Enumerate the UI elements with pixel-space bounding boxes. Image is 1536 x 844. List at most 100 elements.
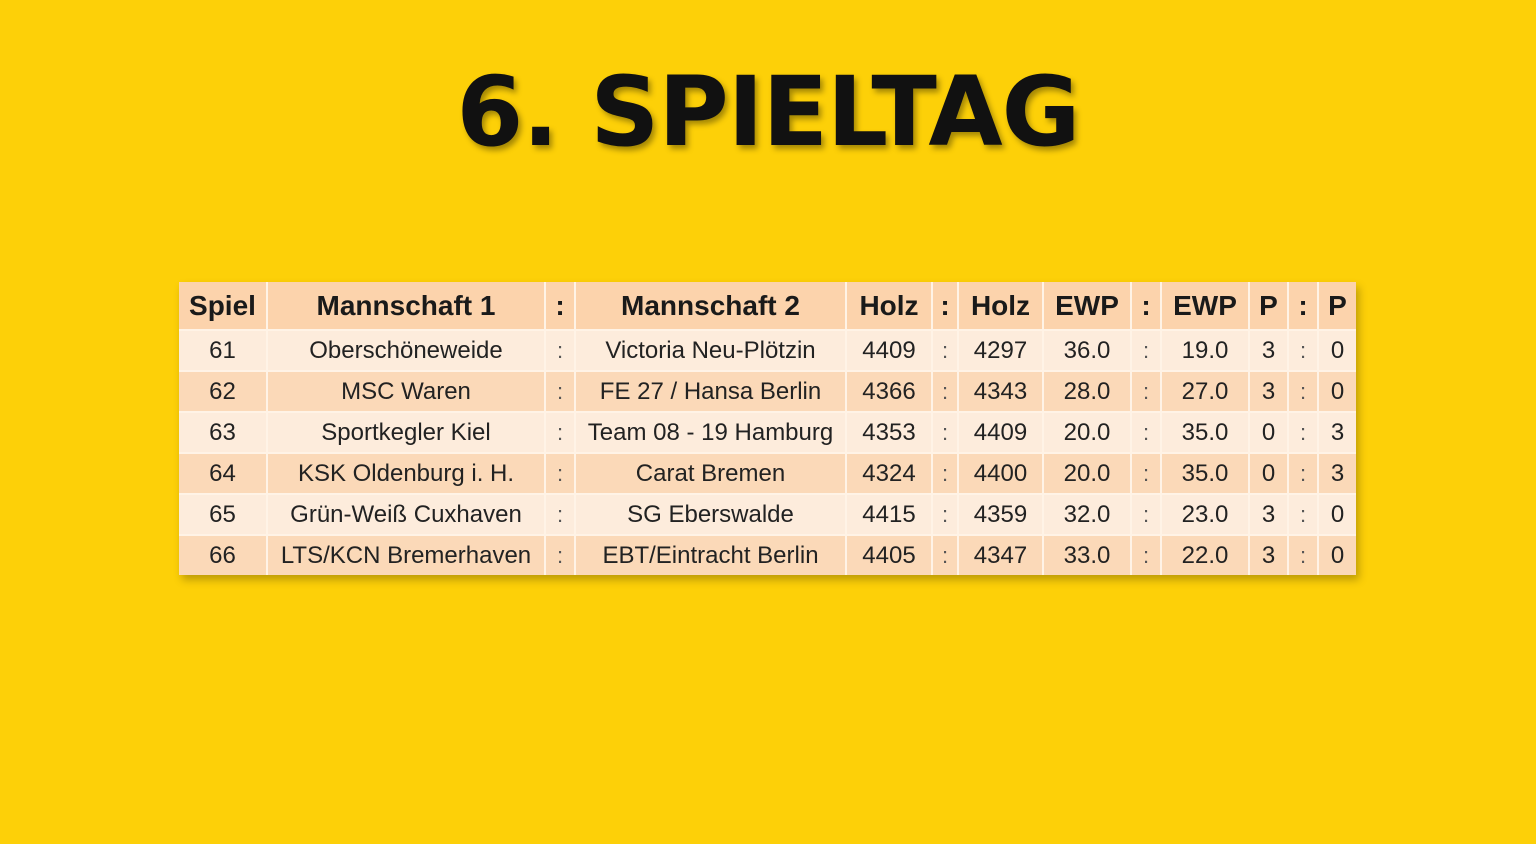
cell-sep: : bbox=[544, 370, 576, 413]
cell-sep: : bbox=[544, 452, 576, 495]
cell-p1: 3 bbox=[1248, 370, 1289, 413]
cell-sep: : bbox=[1287, 452, 1319, 495]
cell-team2: SG Eberswalde bbox=[574, 493, 847, 536]
table-row: 63 Sportkegler Kiel: Team 08 - 19 Hamburg 4… bbox=[179, 411, 1356, 454]
cell-p2: 0 bbox=[1317, 493, 1356, 536]
cell-ewp1: 32.0 bbox=[1042, 493, 1132, 536]
cell-spiel: 65 bbox=[179, 493, 268, 536]
cell-holz1: 4409 bbox=[845, 329, 933, 372]
cell-ewp1: 33.0 bbox=[1042, 534, 1132, 575]
cell-sep: : bbox=[931, 534, 959, 575]
cell-p2: 0 bbox=[1317, 329, 1356, 372]
cell-sep: : bbox=[1287, 329, 1319, 372]
table-row: 65 Grün-Weiß Cuxhaven: SG Eberswalde 4415:4… bbox=[179, 493, 1356, 536]
cell-team1: Oberschöneweide bbox=[266, 329, 546, 372]
page-title: 6. SPIELTAG bbox=[456, 56, 1081, 168]
header-spiel: Spiel bbox=[179, 282, 268, 331]
cell-ewp2: 19.0 bbox=[1160, 329, 1250, 372]
cell-team2: Victoria Neu-Plötzin bbox=[574, 329, 847, 372]
cell-holz2: 4359 bbox=[957, 493, 1044, 536]
cell-sep: : bbox=[544, 411, 576, 454]
table-row: 64 KSK Oldenburg i. H.: Carat Bremen 4324:4… bbox=[179, 452, 1356, 495]
cell-sep: : bbox=[931, 452, 959, 495]
cell-holz1: 4415 bbox=[845, 493, 933, 536]
cell-sep: : bbox=[1130, 452, 1162, 495]
cell-sep: : bbox=[1287, 534, 1319, 575]
header-holz1: Holz bbox=[845, 282, 933, 331]
cell-team1: Sportkegler Kiel bbox=[266, 411, 546, 454]
table-header-row: Spiel Mannschaft 1: Mannschaft 2 Holz: Holz E… bbox=[179, 282, 1356, 331]
cell-holz2: 4343 bbox=[957, 370, 1044, 413]
cell-spiel: 64 bbox=[179, 452, 268, 495]
cell-team1: MSC Waren bbox=[266, 370, 546, 413]
header-holz2: Holz bbox=[957, 282, 1044, 331]
cell-p1: 3 bbox=[1248, 329, 1289, 372]
cell-sep: : bbox=[1130, 370, 1162, 413]
cell-team1: Grün-Weiß Cuxhaven bbox=[266, 493, 546, 536]
cell-p1: 3 bbox=[1248, 493, 1289, 536]
cell-ewp1: 20.0 bbox=[1042, 411, 1132, 454]
cell-p2: 0 bbox=[1317, 534, 1356, 575]
cell-sep: : bbox=[544, 329, 576, 372]
cell-sep: : bbox=[931, 370, 959, 413]
cell-p1: 0 bbox=[1248, 411, 1289, 454]
cell-sep: : bbox=[1287, 370, 1319, 413]
cell-team1: KSK Oldenburg i. H. bbox=[266, 452, 546, 495]
cell-holz1: 4353 bbox=[845, 411, 933, 454]
cell-sep: : bbox=[931, 493, 959, 536]
cell-holz1: 4366 bbox=[845, 370, 933, 413]
cell-sep: : bbox=[544, 493, 576, 536]
cell-p2: 3 bbox=[1317, 452, 1356, 495]
cell-holz2: 4400 bbox=[957, 452, 1044, 495]
cell-spiel: 61 bbox=[179, 329, 268, 372]
cell-p2: 0 bbox=[1317, 370, 1356, 413]
cell-ewp2: 27.0 bbox=[1160, 370, 1250, 413]
cell-sep: : bbox=[1130, 411, 1162, 454]
results-table: Spiel Mannschaft 1: Mannschaft 2 Holz: Holz E… bbox=[179, 282, 1356, 575]
header-sep: : bbox=[1130, 282, 1162, 331]
cell-sep: : bbox=[931, 329, 959, 372]
cell-holz2: 4297 bbox=[957, 329, 1044, 372]
cell-ewp1: 28.0 bbox=[1042, 370, 1132, 413]
cell-team1: LTS/KCN Bremerhaven bbox=[266, 534, 546, 575]
cell-sep: : bbox=[1287, 411, 1319, 454]
cell-ewp2: 35.0 bbox=[1160, 411, 1250, 454]
cell-ewp1: 36.0 bbox=[1042, 329, 1132, 372]
cell-ewp1: 20.0 bbox=[1042, 452, 1132, 495]
cell-ewp2: 35.0 bbox=[1160, 452, 1250, 495]
cell-spiel: 62 bbox=[179, 370, 268, 413]
cell-sep: : bbox=[1130, 493, 1162, 536]
cell-team2: FE 27 / Hansa Berlin bbox=[574, 370, 847, 413]
cell-team2: Team 08 - 19 Hamburg bbox=[574, 411, 847, 454]
header-sep: : bbox=[931, 282, 959, 331]
header-p2: P bbox=[1317, 282, 1356, 331]
cell-ewp2: 22.0 bbox=[1160, 534, 1250, 575]
table-row: 62 MSC Waren: FE 27 / Hansa Berlin 4366:434… bbox=[179, 370, 1356, 413]
cell-holz2: 4347 bbox=[957, 534, 1044, 575]
cell-p1: 3 bbox=[1248, 534, 1289, 575]
table-row: 66 LTS/KCN Bremerhaven: EBT/Eintracht Berl… bbox=[179, 534, 1356, 575]
cell-holz1: 4324 bbox=[845, 452, 933, 495]
header-p1: P bbox=[1248, 282, 1289, 331]
header-team1: Mannschaft 1 bbox=[266, 282, 546, 331]
cell-sep: : bbox=[1287, 493, 1319, 536]
cell-p2: 3 bbox=[1317, 411, 1356, 454]
header-sep: : bbox=[1287, 282, 1319, 331]
header-ewp1: EWP bbox=[1042, 282, 1132, 331]
header-ewp2: EWP bbox=[1160, 282, 1250, 331]
table-row: 61 Oberschöneweide: Victoria Neu-Plötzin 44… bbox=[179, 329, 1356, 372]
cell-sep: : bbox=[1130, 534, 1162, 575]
cell-p1: 0 bbox=[1248, 452, 1289, 495]
cell-sep: : bbox=[1130, 329, 1162, 372]
cell-sep: : bbox=[931, 411, 959, 454]
cell-holz2: 4409 bbox=[957, 411, 1044, 454]
cell-ewp2: 23.0 bbox=[1160, 493, 1250, 536]
cell-team2: Carat Bremen bbox=[574, 452, 847, 495]
header-team2: Mannschaft 2 bbox=[574, 282, 847, 331]
cell-holz1: 4405 bbox=[845, 534, 933, 575]
header-sep: : bbox=[544, 282, 576, 331]
cell-team2: EBT/Eintracht Berlin bbox=[574, 534, 847, 575]
cell-spiel: 63 bbox=[179, 411, 268, 454]
cell-spiel: 66 bbox=[179, 534, 268, 575]
cell-sep: : bbox=[544, 534, 576, 575]
